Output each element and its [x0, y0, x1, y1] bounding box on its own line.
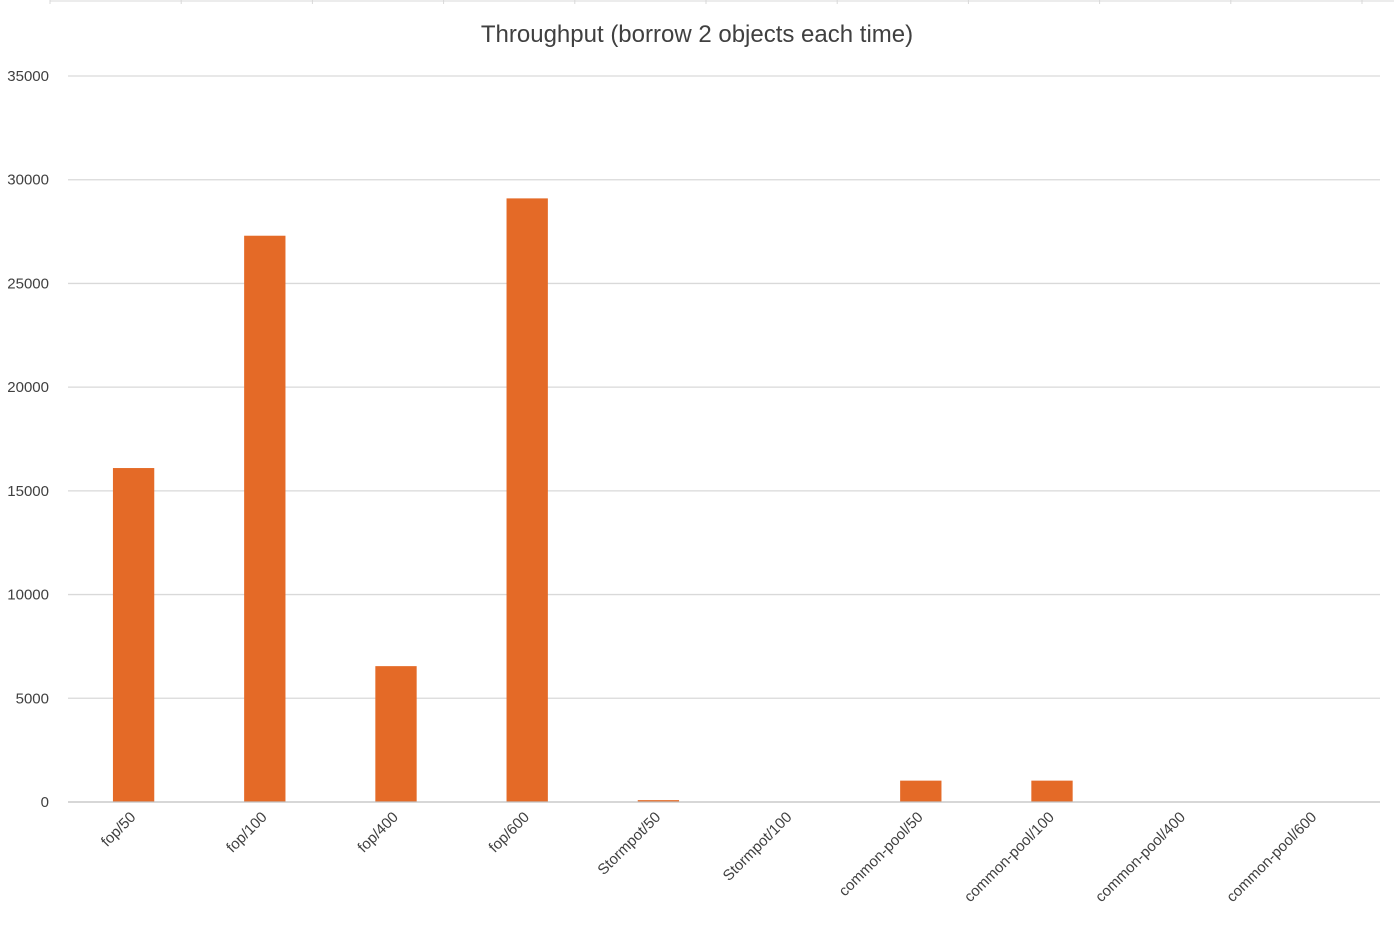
bar — [506, 198, 548, 802]
y-tick-label: 25000 — [7, 275, 49, 292]
y-tick-label: 15000 — [7, 483, 49, 500]
top-border-ticks — [49, 0, 1394, 4]
x-tick-label: fop/400 — [354, 809, 401, 856]
x-tick-label: fop/100 — [223, 809, 270, 856]
x-axis-tick-labels: fop/50 fop/100 fop/400 fop/600 Stormpot/50 St… — [98, 809, 1320, 906]
y-tick-label: 35000 — [7, 68, 49, 85]
y-tick-label: 5000 — [16, 690, 49, 707]
bar — [375, 666, 417, 802]
bar — [112, 468, 155, 802]
x-tick-label: Stormpot/100 — [720, 809, 796, 885]
chart-title: Throughput (borrow 2 objects each time) — [481, 21, 913, 48]
x-tick-label: common-pool/600 — [1223, 809, 1320, 906]
x-tick-label: common-pool/50 — [836, 809, 927, 900]
y-tick-label: 10000 — [7, 587, 49, 604]
x-tick-label: fop/600 — [486, 809, 533, 856]
x-tick-label: fop/50 — [98, 809, 140, 851]
bar — [244, 235, 286, 803]
bars — [112, 198, 1073, 803]
y-axis-tick-labels: 0 5000 10000 15000 20000 25000 30000 35000 — [7, 68, 49, 811]
x-tick-label: Stormpot/50 — [594, 809, 664, 879]
y-tick-label: 30000 — [7, 172, 49, 189]
gridlines — [68, 75, 1380, 699]
bar — [1031, 780, 1073, 802]
x-tick-label: common-pool/100 — [961, 809, 1058, 906]
x-tick-label: common-pool/400 — [1092, 809, 1189, 906]
bar — [637, 800, 680, 802]
y-tick-label: 20000 — [7, 379, 49, 396]
bar — [900, 780, 942, 802]
y-tick-label: 0 — [41, 794, 49, 811]
